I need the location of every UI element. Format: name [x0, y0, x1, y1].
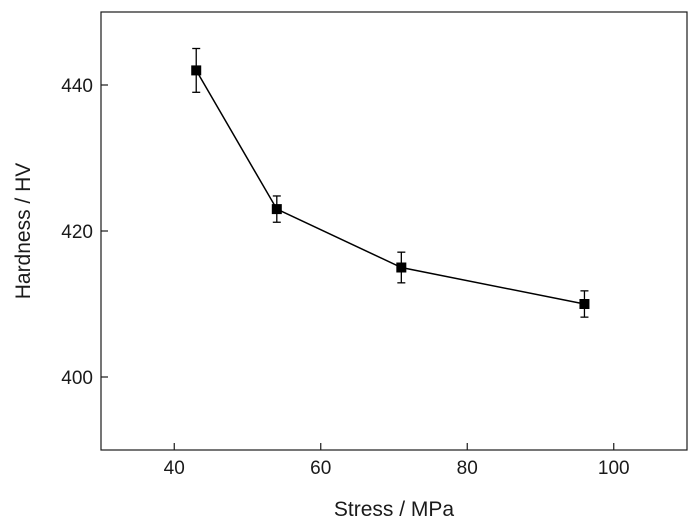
y-tick-label: 440: [61, 76, 93, 97]
data-point-marker: [396, 262, 407, 273]
data-point-marker: [579, 299, 590, 309]
x-tick-label: 80: [457, 458, 478, 479]
series-line: [195, 70, 585, 305]
x-axis-ticks: 40 60 80 100: [164, 443, 630, 479]
x-tick-label: 40: [164, 458, 185, 479]
x-tick-label: 100: [598, 458, 630, 479]
y-tick-label: 400: [61, 368, 93, 389]
data-point-marker: [271, 204, 282, 215]
x-axis-title: Stress / MPa: [334, 498, 455, 521]
plot-frame: [100, 11, 688, 451]
y-tick-label: 420: [61, 222, 93, 243]
y-axis-title: Hardness / HV: [12, 163, 35, 300]
x-tick-label: 60: [310, 458, 331, 479]
y-axis-ticks: 400 420 440: [61, 76, 108, 389]
series-layer: [191, 47, 590, 318]
data-point-marker: [191, 65, 202, 76]
